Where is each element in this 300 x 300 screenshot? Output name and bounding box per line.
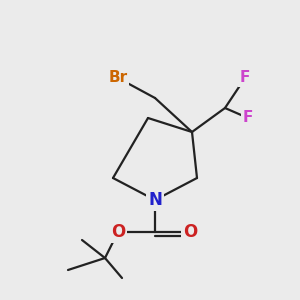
Text: O: O: [111, 223, 125, 241]
Text: N: N: [148, 191, 162, 209]
Text: F: F: [243, 110, 253, 125]
Text: Br: Br: [108, 70, 128, 86]
Text: O: O: [183, 223, 197, 241]
Text: F: F: [240, 70, 250, 86]
